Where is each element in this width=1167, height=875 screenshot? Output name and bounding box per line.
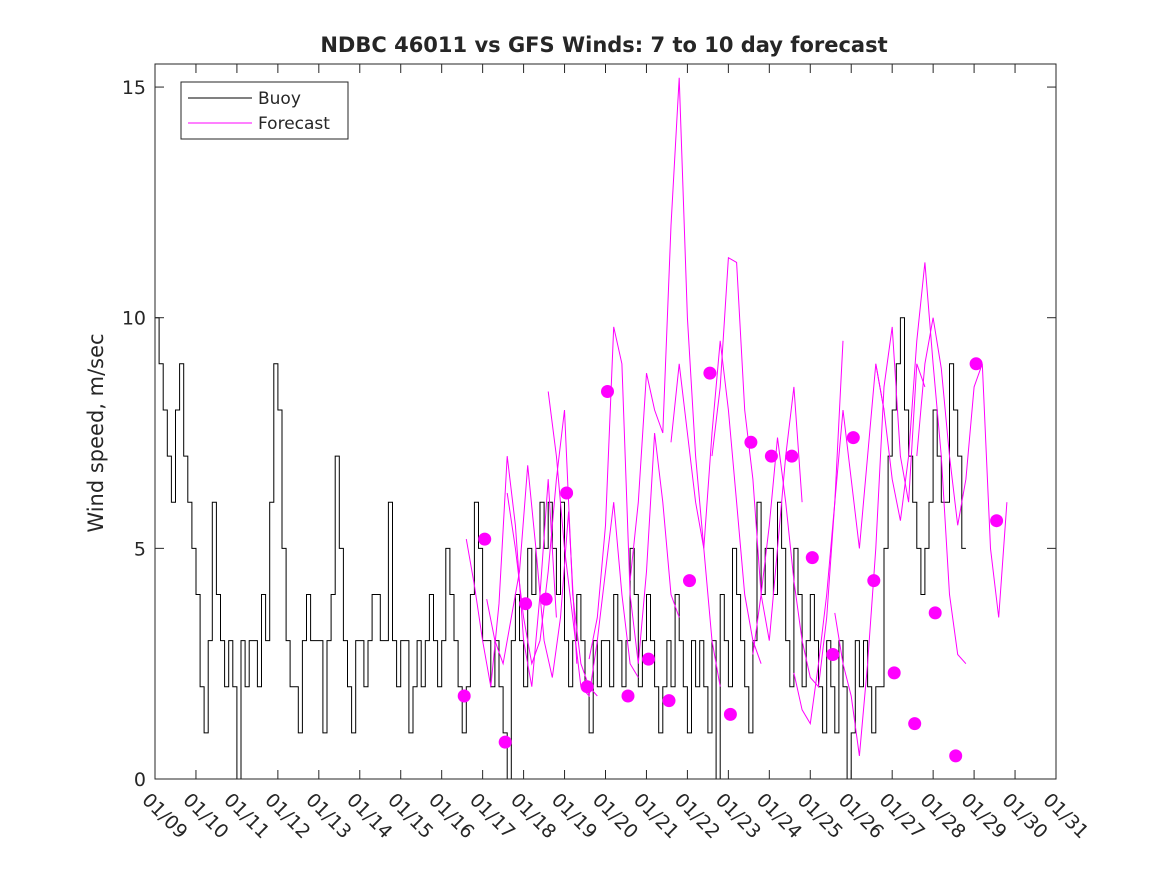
forecast-run-line-11 (834, 326, 926, 756)
forecast-run-line-1 (465, 456, 557, 687)
forecast-marker (703, 366, 717, 380)
forecast-run-line-2 (486, 465, 578, 678)
forecast-marker (846, 431, 860, 445)
y-tick-label: 5 (134, 538, 146, 560)
forecast-marker (805, 551, 819, 565)
forecast-run-line-10 (793, 363, 885, 726)
forecast-marker (723, 707, 737, 721)
forecast-run-line-8 (711, 256, 803, 641)
forecast-run-line-7 (670, 340, 762, 664)
forecast-marker (601, 385, 614, 398)
forecast-marker (928, 606, 942, 620)
forecast-run-line-6 (629, 77, 721, 687)
forecast-marker (826, 648, 840, 661)
forecast-marker (990, 514, 1004, 528)
forecast-marker (785, 449, 799, 463)
forecast-marker (744, 435, 758, 449)
forecast-run-line-12 (875, 262, 967, 665)
legend-box (180, 81, 349, 140)
forecast-marker (908, 717, 922, 731)
forecast-marker (498, 735, 512, 749)
forecast-marker (642, 652, 655, 666)
legend-buoy-label: Buoy (258, 89, 301, 109)
y-tick-label: 0 (134, 769, 146, 791)
forecast-run-line-4 (547, 391, 639, 698)
forecast-marker (580, 680, 594, 694)
forecast-marker (683, 574, 696, 588)
chart-title: NDBC 46011 vs GFS Winds: 7 to 10 day for… (320, 33, 887, 57)
forecast-marker (887, 666, 901, 680)
legend-forecast-label: Forecast (258, 114, 330, 134)
y-tick-label: 15 (122, 77, 146, 99)
forecast-marker (560, 486, 574, 500)
forecast-marker (867, 574, 881, 588)
forecast-marker (519, 597, 533, 611)
forecast-marker (621, 689, 635, 703)
legend: Buoy Forecast (180, 81, 349, 140)
forecast-marker (457, 689, 471, 703)
forecast-run-line-13 (916, 317, 1008, 618)
forecast-marker (969, 357, 983, 371)
y-axis-label: Wind speed, m/sec (84, 333, 108, 532)
y-tick-label: 10 (122, 308, 146, 330)
forecast-marker (539, 592, 553, 606)
forecast-run-line-5 (588, 326, 680, 664)
forecast-marker (949, 749, 963, 763)
forecast-marker (662, 694, 676, 708)
forecast-marker (764, 449, 778, 463)
forecast-run-line-9 (752, 340, 844, 688)
forecast-marker (478, 532, 492, 546)
plot-area (155, 77, 1008, 780)
